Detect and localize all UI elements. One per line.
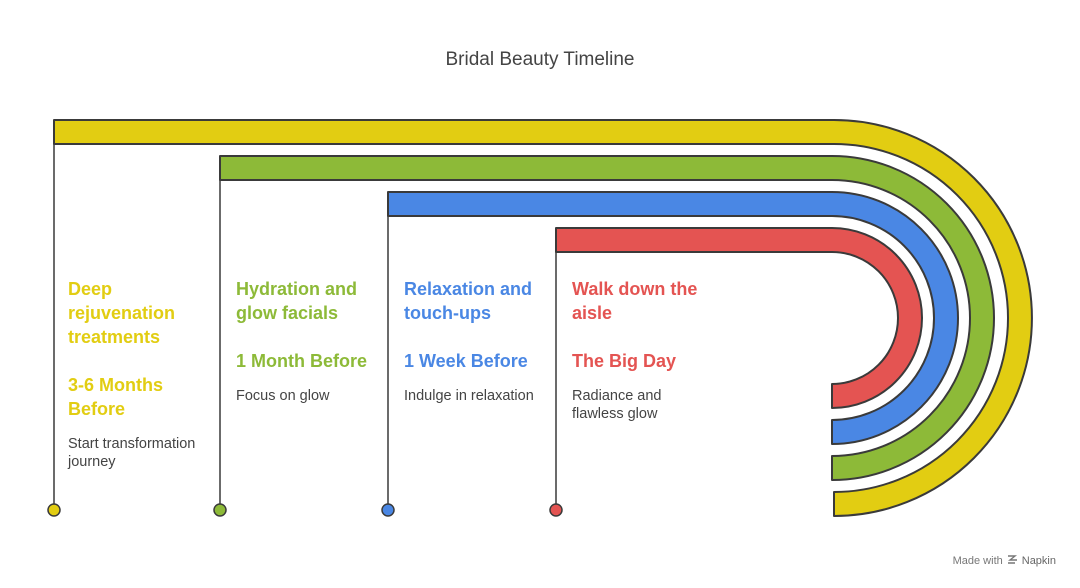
stage-when: 1 Month Before [236,351,368,371]
dot-1-month [213,503,227,517]
stage-heading: Relaxation and touch-ups [404,279,533,323]
stage-description: Start transformation journey [68,436,196,470]
stage-heading: Hydration and glow facials [236,279,358,323]
stage-description: Radiance and flawless glow [572,388,662,422]
stage-description: Focus on glow [236,388,330,404]
napkin-brand-label: Napkin [1021,555,1056,567]
stage-heading: Walk down the aisle [572,279,698,323]
stage-big-day: Walk down the aisle The Big Day Radiance… [572,277,712,423]
stage-heading: Deep rejuvenation treatments [68,279,176,347]
stage-when: The Big Day [572,351,677,371]
napkin-logo-icon [1007,554,1018,568]
arc-band-1-week [387,191,959,445]
arc-band-3-6-months [53,119,1033,517]
stage-when: 3-6 Months Before [68,375,164,419]
made-with-napkin-badge[interactable]: Made with Napkin [953,554,1056,568]
dot-1-week [381,503,395,517]
made-with-label: Made with [952,555,1003,567]
stage-description: Indulge in relaxation [404,388,534,404]
stage-1-week: Relaxation and touch-ups 1 Week Before I… [404,277,554,405]
arc-band-big-day [555,227,923,409]
stage-1-month: Hydration and glow facials 1 Month Befor… [236,277,386,405]
stage-3-6-months: Deep rejuvenation treatments 3-6 Months … [68,277,218,471]
stage-when: 1 Week Before [404,351,528,371]
diagram-title: Bridal Beauty Timeline [445,49,635,70]
arc-band-1-month [219,155,995,481]
dot-3-6-months [47,503,61,517]
dot-big-day [549,503,563,517]
